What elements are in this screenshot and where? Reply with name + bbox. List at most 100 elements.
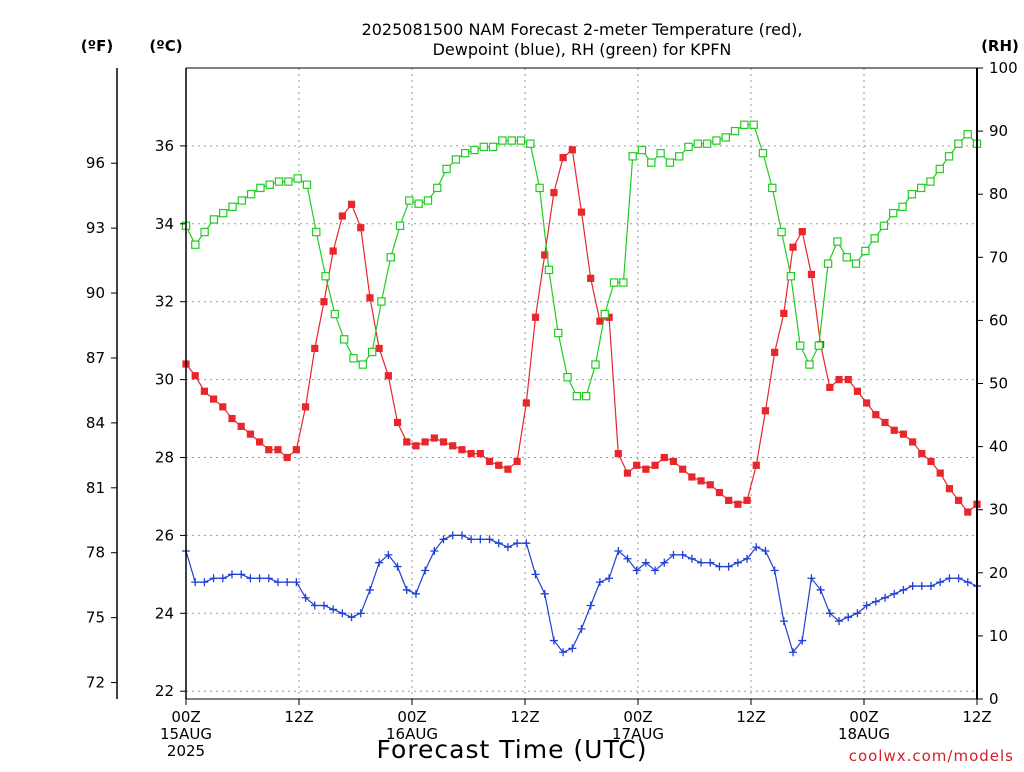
fahrenheit-tick-label: 96 — [86, 154, 105, 172]
x-tick-label: 00Z — [171, 708, 200, 726]
rh-tick-label: 80 — [989, 185, 1008, 203]
rh-point — [377, 297, 386, 306]
rh-point — [600, 309, 609, 319]
temperature-point — [872, 411, 880, 419]
series-layer — [181, 120, 982, 657]
rh-point — [526, 139, 535, 148]
celsius-tick-label: 36 — [155, 137, 174, 155]
temperature-point — [430, 434, 438, 442]
dewpoint-point — [595, 578, 604, 587]
temperature-point — [587, 274, 595, 282]
rh-point — [851, 259, 861, 268]
dewpoint-point — [871, 597, 880, 606]
dewpoint-point — [669, 550, 678, 559]
rh-unit-label: (RH) — [981, 37, 1019, 55]
temperature-point — [191, 372, 199, 380]
dewpoint-point — [632, 566, 641, 575]
dewpoint-point — [338, 609, 347, 618]
rh-point — [749, 120, 758, 129]
rh-point — [284, 177, 293, 186]
rh-point — [805, 360, 814, 369]
rh-point — [702, 139, 712, 148]
temperature-point — [476, 450, 484, 458]
rh-point — [842, 253, 851, 262]
temperature-point — [688, 473, 696, 481]
rh-point — [572, 391, 582, 401]
temperature-point — [439, 438, 448, 446]
temperature-point — [927, 457, 935, 466]
rh-point — [665, 158, 675, 167]
dewpoint-point — [825, 609, 834, 618]
dewpoint-point — [467, 535, 476, 544]
rh-point — [963, 130, 972, 139]
grid-layer — [186, 68, 977, 699]
dewpoint-point — [559, 648, 568, 657]
dewpoint-point — [439, 535, 448, 544]
temperature-point — [265, 446, 273, 454]
dewpoint-point — [908, 582, 917, 591]
dewpoint-point — [954, 574, 963, 583]
temperature-point — [743, 496, 751, 504]
temperature-point — [725, 496, 733, 504]
temperature-point — [752, 461, 760, 469]
temperature-point — [504, 465, 512, 473]
dewpoint-point — [237, 570, 246, 579]
temperature-point — [458, 446, 466, 454]
dewpoint-point — [605, 574, 614, 583]
temperature-point — [209, 395, 218, 403]
rh-point — [628, 152, 637, 161]
rh-point — [870, 234, 879, 243]
dewpoint-point — [494, 539, 503, 548]
dewpoint-point — [789, 648, 798, 657]
dewpoint-point — [623, 554, 632, 563]
temperature-point — [467, 450, 475, 458]
temperature-point — [403, 438, 411, 446]
rh-point — [246, 190, 256, 199]
temperature-point — [881, 418, 889, 427]
dewpoint-point — [457, 531, 466, 540]
dewpoint-point — [191, 578, 200, 587]
temperature-point — [246, 430, 254, 438]
rh-point — [414, 199, 423, 208]
dewpoint-point — [301, 593, 310, 602]
rh-point — [349, 354, 358, 363]
rh-point — [823, 259, 833, 268]
dewpoint-point — [421, 566, 430, 575]
temperature-point — [412, 442, 420, 450]
dewpoint-point — [283, 578, 292, 587]
dewpoint-point — [365, 585, 374, 594]
dewpoint-point — [890, 589, 899, 598]
dewpoint-point — [549, 636, 558, 645]
dewpoint-point — [430, 546, 439, 555]
rh-point — [684, 142, 693, 152]
dewpoint-point — [724, 562, 733, 571]
x-tick-label: 12Z — [736, 708, 765, 726]
rh-point — [740, 120, 749, 129]
temperature-point — [577, 208, 586, 216]
temperature-point — [449, 442, 457, 450]
celsius-tick-label: 22 — [155, 682, 174, 700]
dewpoint-point — [706, 558, 715, 567]
x-tick-label: 18AUG — [838, 725, 890, 743]
dewpoint-point — [476, 535, 485, 544]
rh-point — [256, 183, 265, 193]
dewpoint-point — [835, 617, 844, 626]
rh-point — [442, 164, 451, 174]
x-tick-label: 00Z — [849, 708, 878, 726]
rh-point — [340, 335, 349, 344]
rh-point — [405, 196, 414, 205]
dewpoint-point — [531, 570, 540, 579]
temperature-point — [228, 414, 236, 423]
dewpoint-point — [733, 558, 742, 567]
rh-tick-label: 20 — [989, 564, 1008, 582]
rh-point — [926, 177, 935, 186]
celsius-unit-label: (ºC) — [149, 37, 182, 55]
rh-point — [898, 202, 907, 212]
dewpoint-point — [586, 601, 595, 610]
celsius-tick-label: 30 — [155, 371, 174, 389]
fahrenheit-tick-label: 87 — [86, 349, 105, 367]
temperature-point — [237, 422, 245, 430]
rh-point — [721, 133, 730, 142]
dewpoint-point — [347, 613, 356, 622]
